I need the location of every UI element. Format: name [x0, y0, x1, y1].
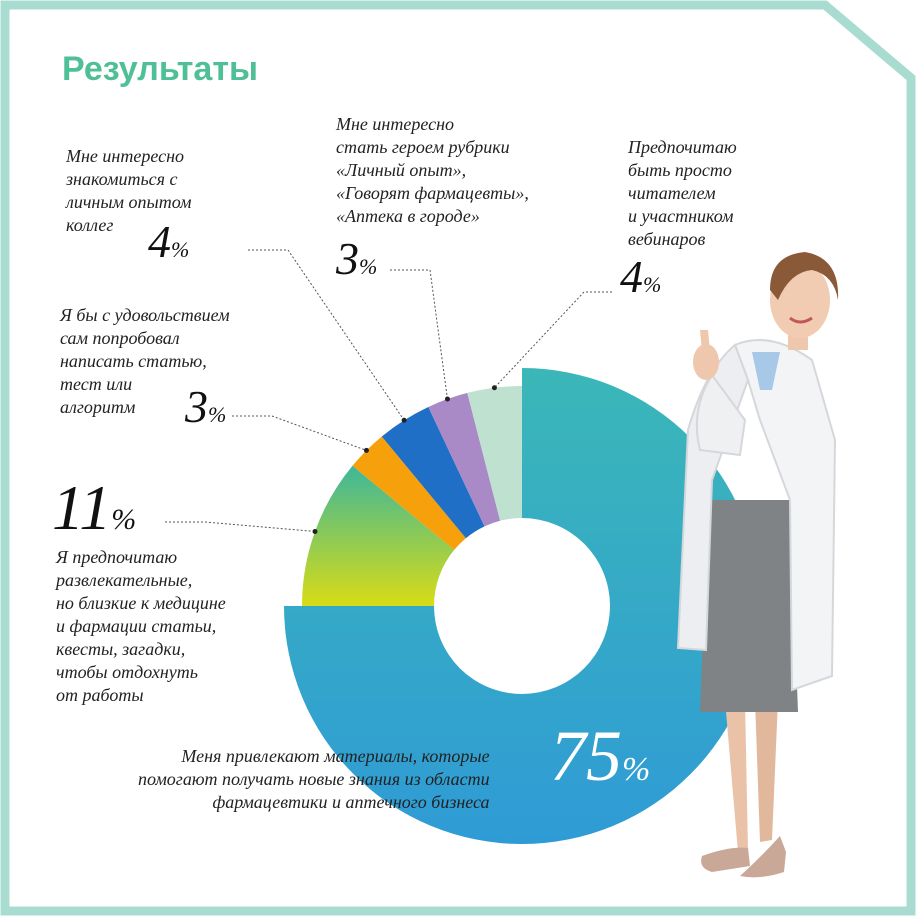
- leader-dot: [363, 447, 369, 453]
- value-new-knowledge: 75%: [550, 716, 651, 796]
- leader-dot: [444, 396, 450, 402]
- label-write-article: Я бы с удовольствием сам попробовал напи…: [60, 305, 230, 417]
- value-become-hero: 3%: [336, 233, 378, 284]
- slice-become-hero: [428, 392, 501, 527]
- label-become-hero: Мне интересно стать героем рубрики «Личн…: [336, 114, 529, 226]
- page-title: Результаты: [62, 50, 259, 88]
- slice-reader-webinars: [467, 386, 522, 521]
- label-entertainment: Я предпочитаю развлекательные, но близки…: [56, 547, 226, 705]
- label-colleagues-experience: Мне интересно знакомиться с личным опыто…: [66, 146, 192, 235]
- leader-line: [165, 521, 316, 532]
- leader-line: [232, 415, 367, 451]
- leader-line: [494, 291, 612, 389]
- slice-entertainment: [302, 465, 455, 606]
- leader-dot: [491, 385, 497, 391]
- value-reader-webinars: 4%: [620, 251, 662, 302]
- leader-dot: [312, 528, 318, 534]
- value-entertainment: 11%: [52, 472, 137, 543]
- label-reader-webinars: Предпочитаю быть просто читателем и учас…: [628, 137, 737, 249]
- value-write-article: 3%: [185, 381, 227, 432]
- leader-line: [390, 269, 448, 400]
- leader-dot: [401, 417, 407, 423]
- slice-colleagues-experience: [381, 406, 485, 539]
- slice-write-article: [352, 436, 466, 550]
- leader-line: [248, 249, 405, 421]
- slice-new-knowledge: [284, 368, 760, 844]
- value-colleagues-experience: 4%: [148, 216, 190, 267]
- label-new-knowledge: Меня привлекают материалы, которые помог…: [138, 746, 490, 812]
